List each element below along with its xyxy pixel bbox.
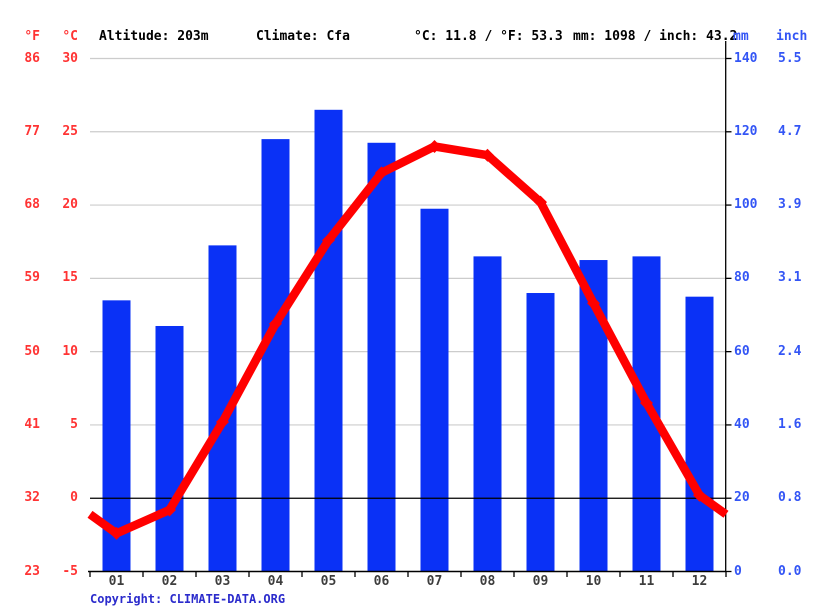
month-label: 03 [214, 574, 231, 589]
fahrenheit-tick-label: 50 [24, 343, 40, 359]
fahrenheit-tick-label: 32 [24, 490, 40, 506]
precip-bar [473, 256, 502, 572]
inch-tick-label: 0.8 [778, 490, 802, 506]
precip-bar [526, 293, 555, 572]
month-label: 10 [585, 574, 602, 589]
precip-bar [367, 142, 396, 572]
temperature-marker [269, 317, 282, 331]
temperature-marker [163, 503, 176, 517]
mm-tick-label: 40 [734, 416, 750, 432]
month-label: 09 [532, 574, 549, 589]
temperature-marker [216, 415, 229, 429]
inch-tick-label: 2.4 [778, 343, 802, 359]
celsius-tick-label: 15 [62, 270, 78, 286]
precip-bar [685, 296, 714, 572]
fahrenheit-tick-label: 59 [24, 270, 40, 286]
celsius-axis-header: °C [62, 29, 78, 44]
temperature-marker [587, 296, 600, 310]
celsius-tick-label: 0 [70, 490, 78, 506]
celsius-tick-label: 10 [62, 343, 78, 359]
inch-tick-label: 1.6 [778, 416, 802, 432]
temperature-marker [375, 166, 388, 180]
mean-temperature-text: °C: 11.8 / °F: 53.3 [414, 29, 563, 44]
temperature-line [87, 142, 729, 538]
celsius-tick-label: 30 [62, 50, 78, 66]
copyright-link[interactable]: CLIMATE-DATA.ORG [169, 592, 286, 606]
total-precipitation-text: mm: 1098 / inch: 43.2 [573, 29, 738, 44]
month-label: 07 [426, 574, 443, 589]
altitude-text: Altitude: 203m [99, 29, 209, 44]
inch-tick-label: 3.1 [778, 270, 802, 286]
mm-tick-label: 120 [734, 123, 758, 139]
celsius-tick-label: -5 [62, 563, 78, 579]
temperature-marker [428, 139, 441, 153]
celsius-tick-label: 20 [62, 197, 78, 213]
month-label: 04 [267, 574, 284, 589]
month-label: 11 [638, 574, 655, 589]
temperature-marker [481, 148, 494, 162]
inch-tick-label: 5.5 [778, 50, 802, 66]
month-label: 06 [373, 574, 390, 589]
fahrenheit-axis-header: °F [24, 29, 40, 44]
climate-class-text: Climate: Cfa [256, 29, 350, 44]
temperature-marker [110, 526, 123, 540]
precip-bar [261, 139, 290, 572]
fahrenheit-tick-label: 68 [24, 197, 40, 213]
mm-tick-label: 20 [734, 490, 750, 506]
mm-tick-label: 140 [734, 50, 758, 66]
precip-bar [314, 109, 343, 572]
copyright-line: Copyright: CLIMATE-DATA.ORG [90, 592, 285, 606]
precip-bar [420, 208, 449, 572]
temperature-marker [640, 396, 653, 410]
mm-tick-label: 80 [734, 270, 750, 286]
celsius-tick-label: 5 [70, 416, 78, 432]
month-label: 12 [691, 574, 708, 589]
mm-axis-header: mm [733, 29, 749, 44]
inch-tick-label: 0.0 [778, 563, 802, 579]
month-label: 02 [161, 574, 178, 589]
month-label: 01 [108, 574, 125, 589]
mm-tick-label: 60 [734, 343, 750, 359]
fahrenheit-tick-label: 41 [24, 416, 40, 432]
inch-tick-label: 3.9 [778, 197, 802, 213]
fahrenheit-tick-label: 23 [24, 563, 40, 579]
temperature-marker [534, 195, 547, 209]
celsius-tick-label: 25 [62, 123, 78, 139]
mm-tick-label: 0 [734, 563, 742, 579]
month-label: 05 [320, 574, 337, 589]
copyright-label: Copyright: [90, 592, 163, 606]
precip-bar [155, 325, 184, 572]
temperature-marker [693, 488, 706, 502]
inch-axis-header: inch [776, 29, 808, 44]
fahrenheit-tick-label: 86 [24, 50, 40, 66]
fahrenheit-tick-label: 77 [24, 123, 40, 139]
month-label: 08 [479, 574, 496, 589]
mm-tick-label: 100 [734, 197, 758, 213]
temperature-marker [322, 233, 335, 247]
inch-tick-label: 4.7 [778, 123, 802, 139]
